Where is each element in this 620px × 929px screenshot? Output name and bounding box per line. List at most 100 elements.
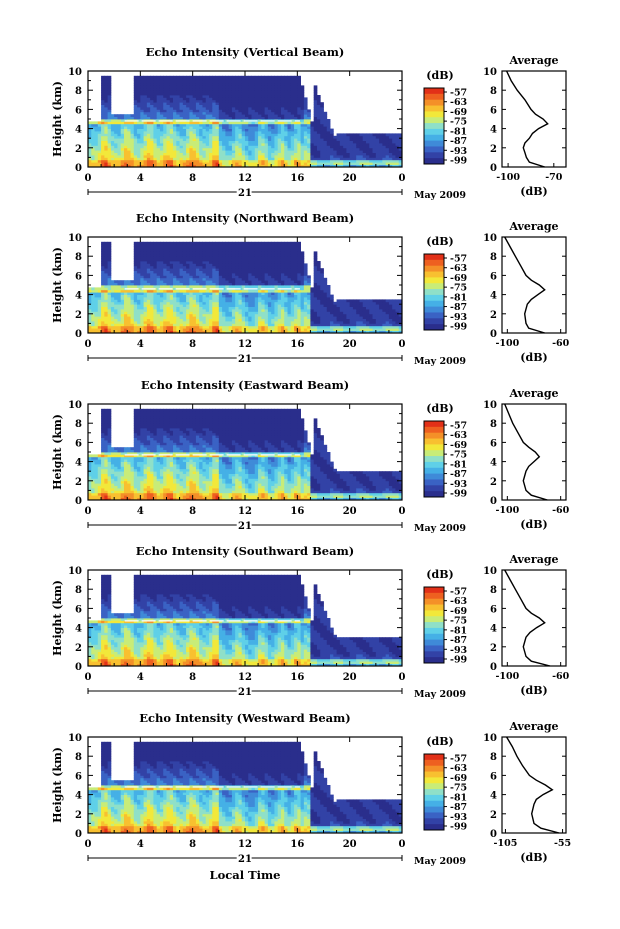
colorbar-frame: [423, 87, 445, 165]
y-tick-label: 6: [75, 604, 82, 615]
colorbar-tick-label: -99: [450, 655, 468, 666]
echo-panel-1: Echo Intensity (Vertical Beam) 0 2 4 6 8 10 0 4 8…: [51, 45, 567, 201]
colorbar-band: [424, 152, 444, 159]
y-tick-label: 6: [75, 105, 82, 116]
date-label: May 2009: [414, 190, 466, 201]
average-frame: [501, 403, 567, 501]
average-x-tick-label: -100: [495, 338, 519, 349]
colorbar-tick-label: -57: [450, 421, 467, 432]
colorbar-tick-label: -69: [450, 606, 468, 617]
colorbar-band: [424, 771, 444, 778]
echo-panel-4: Echo Intensity (Southward Beam) 0 2 4 6 8 10 0 4…: [51, 544, 570, 700]
colorbar-band: [424, 657, 444, 664]
colorbar-tick-label: -57: [450, 254, 467, 265]
colorbar: (dB) -57-63-69-75-81-87-93-99: [423, 402, 468, 500]
panel-title: Echo Intensity (Vertical Beam): [146, 45, 345, 59]
colorbar-band: [424, 610, 444, 617]
y-tick-label: 10: [68, 400, 82, 411]
y-tick-label: 2: [75, 310, 82, 321]
y-tick-label: 10: [68, 233, 82, 244]
colorbar-band: [424, 783, 444, 790]
colorbar-band: [424, 318, 444, 325]
average-y-tick-label: 0: [490, 163, 497, 174]
colorbar-band: [424, 265, 444, 273]
date-day-label: 21: [238, 354, 252, 365]
colorbar-band: [424, 117, 444, 124]
x-tick-label: 0: [399, 672, 406, 683]
date-label: May 2009: [414, 689, 466, 700]
average-title: Average: [508, 220, 558, 233]
colorbar-band: [424, 616, 444, 623]
x-tick-label: 0: [85, 173, 92, 184]
average-y-tick-label: 0: [490, 662, 497, 673]
average-y-tick-label: 8: [490, 252, 497, 263]
average-x-tick-label: -70: [545, 172, 563, 183]
average-y-tick-label: 6: [490, 105, 497, 116]
average-frame: [501, 236, 567, 334]
average-x-tick-label: -55: [554, 838, 571, 849]
colorbar-band: [424, 627, 444, 635]
colorbar-tick-label: -93: [450, 479, 467, 490]
y-tick-label: 0: [75, 329, 82, 340]
panel-title: Echo Intensity (Eastward Beam): [141, 378, 349, 392]
colorbar-band: [424, 824, 444, 831]
average-frame: [501, 70, 567, 168]
y-tick-label: 2: [75, 810, 82, 821]
average-y-tick-label: 6: [490, 604, 497, 615]
average-x-tick-label: -105: [494, 838, 518, 849]
colorbar-tick-label: -57: [450, 754, 467, 765]
colorbar-tick-label: -57: [450, 587, 467, 598]
colorbar-band: [424, 294, 444, 302]
x-tick-label: 16: [290, 339, 304, 350]
y-tick-label: 4: [75, 624, 82, 635]
average-x-tick-label: -100: [495, 671, 519, 682]
y-tick-label: 4: [75, 291, 82, 302]
colorbar-band: [424, 806, 444, 813]
average-y-tick-label: 2: [490, 810, 497, 821]
echo-panel-2: Echo Intensity (Northward Beam) 0 2 4 6 8 10 0 4…: [51, 211, 570, 367]
y-tick-label: 10: [68, 566, 82, 577]
colorbar-tick-label: -81: [450, 126, 467, 137]
x-tick-label: 0: [399, 839, 406, 850]
colorbar-band: [424, 300, 444, 308]
colorbar-tick-label: -87: [450, 302, 467, 313]
heatmap-cells: [88, 241, 403, 334]
colorbar-band: [424, 450, 444, 457]
x-tick-label: 12: [238, 672, 252, 683]
y-tick-label: 0: [75, 163, 82, 174]
colorbar-band: [424, 105, 444, 112]
colorbar-band: [424, 312, 444, 319]
colorbar-tick-label: -75: [450, 783, 467, 794]
x-tick-label: 0: [399, 506, 406, 517]
y-tick-label: 0: [75, 662, 82, 673]
colorbar-band: [424, 794, 444, 802]
x-tick-label: 20: [343, 506, 357, 517]
average-y-tick-label: 6: [490, 438, 497, 449]
colorbar: (dB) -57-63-69-75-81-87-93-99: [423, 235, 468, 333]
colorbar-tick-label: -81: [450, 292, 467, 303]
average-profile-panel: Average 0 2 4 6 8 10 -100 -70 (dB): [483, 54, 567, 198]
colorbar-band: [424, 754, 444, 761]
heatmap-cells: [88, 741, 403, 834]
colorbar-band: [424, 818, 444, 825]
y-tick-label: 8: [75, 252, 82, 263]
colorbar-band: [424, 283, 444, 290]
colorbar-band: [424, 158, 444, 165]
colorbar-tick-label: -63: [450, 763, 467, 774]
average-y-tick-label: 2: [490, 643, 497, 654]
colorbar-band: [424, 444, 444, 451]
colorbar-band: [424, 93, 444, 101]
colorbar-band: [424, 473, 444, 480]
y-tick-label: 2: [75, 643, 82, 654]
colorbar-band: [424, 128, 444, 136]
colorbar-tick-label: -93: [450, 146, 467, 157]
colorbar-tick-label: -69: [450, 440, 468, 451]
colorbar-band: [424, 777, 444, 784]
colorbar-tick-label: -87: [450, 802, 467, 813]
average-y-tick-label: 8: [490, 585, 497, 596]
colorbar-tick-label: -87: [450, 469, 467, 480]
x-tick-label: 20: [343, 173, 357, 184]
colorbar-frame: [423, 586, 445, 664]
y-tick-label: 10: [68, 733, 82, 744]
average-y-tick-label: 4: [490, 125, 497, 136]
